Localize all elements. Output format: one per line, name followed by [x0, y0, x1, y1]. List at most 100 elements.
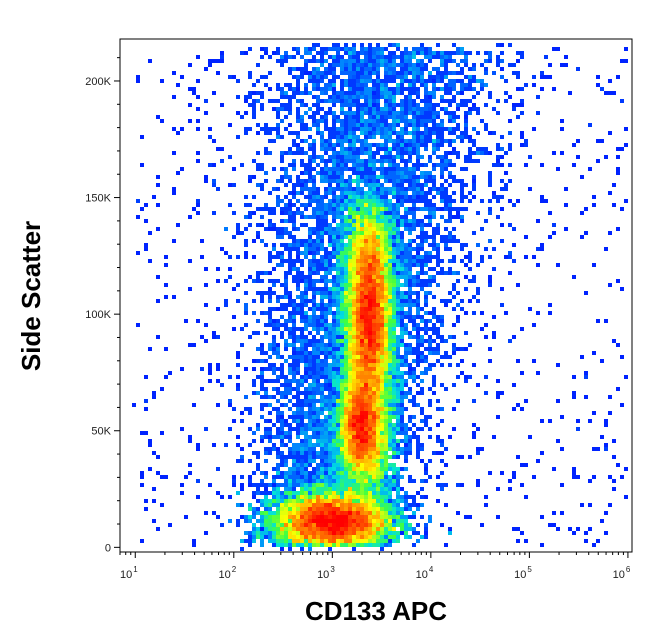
density-cell	[340, 235, 344, 239]
density-cell	[196, 479, 200, 483]
density-cell	[432, 331, 436, 335]
density-cell	[232, 479, 236, 483]
density-cell	[352, 187, 356, 191]
density-cell	[284, 127, 288, 131]
density-cell	[368, 59, 372, 63]
density-cell	[472, 431, 476, 435]
density-cell	[196, 107, 200, 111]
density-cell	[376, 415, 380, 419]
density-cell	[396, 307, 400, 311]
density-cell	[320, 79, 324, 83]
density-cell	[428, 131, 432, 135]
density-cell	[376, 147, 380, 151]
density-cell	[364, 447, 368, 451]
density-cell	[320, 291, 324, 295]
density-cell	[280, 375, 284, 379]
density-cell	[368, 287, 372, 291]
density-cell	[316, 195, 320, 199]
density-cell	[252, 115, 256, 119]
density-cell	[296, 419, 300, 423]
density-cell	[248, 411, 252, 415]
density-cell	[292, 351, 296, 355]
density-cell	[380, 191, 384, 195]
density-cell	[464, 51, 468, 55]
density-cell	[316, 487, 320, 491]
density-cell	[296, 303, 300, 307]
density-cell	[304, 503, 308, 507]
density-cell	[256, 463, 260, 467]
density-cell	[356, 371, 360, 375]
density-cell	[344, 327, 348, 331]
density-cell	[272, 503, 276, 507]
density-cell	[252, 211, 256, 215]
density-cell	[260, 107, 264, 111]
density-cell	[300, 451, 304, 455]
density-cell	[388, 263, 392, 267]
density-cell	[296, 339, 300, 343]
density-cell	[328, 87, 332, 91]
density-cell	[328, 223, 332, 227]
density-cell	[416, 335, 420, 339]
density-cell	[368, 223, 372, 227]
density-cell	[336, 51, 340, 55]
density-cell	[340, 303, 344, 307]
density-cell	[496, 59, 500, 63]
density-cell	[376, 495, 380, 499]
density-cell	[232, 75, 236, 79]
density-cell	[360, 139, 364, 143]
density-cell	[336, 299, 340, 303]
density-cell	[368, 159, 372, 163]
density-cell	[360, 95, 364, 99]
density-cell	[312, 59, 316, 63]
density-cell	[304, 475, 308, 479]
density-cell	[208, 127, 212, 131]
density-cell	[308, 283, 312, 287]
density-cell	[292, 299, 296, 303]
density-cell	[284, 171, 288, 175]
density-cell	[356, 263, 360, 267]
density-cell	[324, 215, 328, 219]
density-cell	[364, 87, 368, 91]
density-cell	[348, 495, 352, 499]
density-cell	[424, 175, 428, 179]
density-cell	[268, 259, 272, 263]
density-cell	[428, 291, 432, 295]
density-cell	[368, 99, 372, 103]
density-cell	[300, 335, 304, 339]
density-cell	[172, 151, 176, 155]
density-cell	[444, 235, 448, 239]
density-cell	[352, 211, 356, 215]
density-cell	[316, 475, 320, 479]
density-cell	[392, 479, 396, 483]
density-cell	[360, 359, 364, 363]
density-cell	[272, 351, 276, 355]
density-cell	[332, 451, 336, 455]
density-cell	[432, 391, 436, 395]
density-cell	[388, 363, 392, 367]
density-cell	[392, 147, 396, 151]
density-cell	[392, 471, 396, 475]
density-cell	[304, 351, 308, 355]
density-cell	[244, 51, 248, 55]
density-cell	[304, 247, 308, 251]
density-cell	[364, 299, 368, 303]
density-cell	[508, 163, 512, 167]
density-cell	[388, 95, 392, 99]
density-cell	[280, 167, 284, 171]
density-cell	[320, 395, 324, 399]
density-cell	[340, 291, 344, 295]
density-cell	[324, 447, 328, 451]
density-cell	[388, 271, 392, 275]
density-cell	[328, 263, 332, 267]
density-cell	[184, 475, 188, 479]
density-cell	[364, 467, 368, 471]
density-cell	[392, 263, 396, 267]
density-cell	[360, 499, 364, 503]
density-cell	[376, 267, 380, 271]
density-cell	[392, 391, 396, 395]
density-cell	[404, 451, 408, 455]
density-cell	[420, 231, 424, 235]
density-cell	[400, 499, 404, 503]
density-cell	[368, 95, 372, 99]
density-cell	[324, 367, 328, 371]
